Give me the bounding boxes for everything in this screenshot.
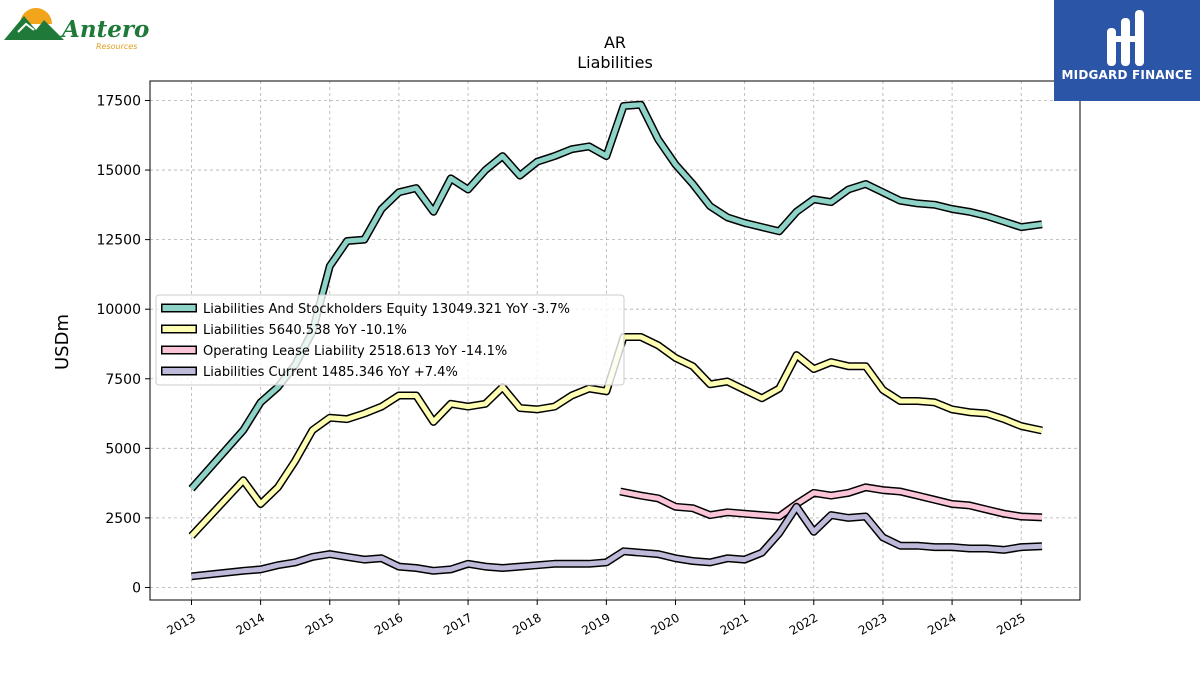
antero-logo-subtitle: Resources — [96, 42, 138, 51]
series-liabilities — [188, 333, 1043, 539]
y-tick-label: 7500 — [105, 372, 141, 388]
x-tick-label: 2023 — [856, 610, 889, 637]
legend-box — [155, 294, 625, 386]
legend-item: Liabilities Current 1485.346 YoY +7.4% — [161, 365, 458, 380]
x-tick-label: 2018 — [510, 610, 543, 637]
plot-frame — [149, 80, 1081, 601]
legend-item: Liabilities 5640.538 YoY -10.1% — [161, 323, 407, 338]
y-tick-label: 2500 — [105, 511, 141, 527]
y-tick-label: 12500 — [96, 233, 141, 249]
x-tick-label: 2015 — [303, 610, 336, 637]
x-tick-label: 2019 — [579, 610, 612, 637]
x-tick-label: 2025 — [994, 610, 1027, 637]
y-tick-label: 0 — [132, 580, 141, 596]
midgard-finance-logo: MIDGARD FINANCE — [1054, 0, 1200, 101]
series-operating-lease-liability — [619, 483, 1043, 522]
series-liabilities-current — [191, 502, 1043, 581]
legend-swatch — [162, 305, 196, 311]
series-line — [189, 334, 1043, 538]
series-line — [619, 484, 1043, 520]
mountain-icon — [4, 8, 64, 40]
y-tick-label: 15000 — [96, 163, 141, 179]
antero-logo: Antero Resources — [4, 2, 154, 54]
x-tick-label: 2020 — [649, 610, 682, 637]
legend-swatch — [162, 326, 196, 332]
legend-swatch — [162, 347, 196, 353]
legend-label: Liabilities 5640.538 YoY -10.1% — [203, 323, 407, 338]
series-line — [189, 102, 1043, 491]
x-tick-label: 2014 — [234, 610, 267, 637]
x-tick-label: 2024 — [925, 610, 958, 637]
legend-label: Liabilities Current 1485.346 YoY +7.4% — [203, 365, 458, 380]
series-outline — [191, 502, 1043, 581]
y-axis-label: USDm — [52, 314, 73, 370]
legend-label: Liabilities And Stockholders Equity 1304… — [203, 302, 570, 317]
x-tick-label: 2022 — [787, 610, 820, 637]
legend-swatch — [162, 368, 196, 374]
x-tick-label: 2017 — [441, 610, 474, 637]
midgard-finance-name: MIDGARD FINANCE — [1061, 68, 1193, 82]
series-liabilities-and-stockholders-equity — [188, 100, 1043, 492]
x-tick-label: 2021 — [718, 610, 751, 637]
y-tick-label: 5000 — [105, 441, 141, 457]
series-lines — [188, 100, 1043, 581]
midgard-monogram-icon — [1107, 10, 1144, 66]
x-axis-ticks: 2013 2014 2015 2016 2017 2018 2019 2020 2021 2022… — [165, 600, 1028, 638]
y-axis-ticks: 0 2500 5000 7500 10000 12500 15000 17500 — [96, 93, 150, 596]
chart-title: AR — [604, 33, 626, 52]
y-tick-label: 10000 — [96, 302, 141, 318]
y-tick-label: 17500 — [96, 93, 141, 109]
legend-item: Liabilities And Stockholders Equity 1304… — [161, 302, 570, 317]
x-tick-label: 2013 — [165, 610, 198, 637]
series-line — [191, 504, 1043, 579]
legend-item: Operating Lease Liability 2518.613 YoY -… — [161, 344, 507, 359]
chart-subtitle: Liabilities — [577, 53, 653, 72]
legend-label: Operating Lease Liability 2518.613 YoY -… — [203, 344, 507, 359]
legend: Liabilities And Stockholders Equity 1304… — [155, 294, 625, 386]
x-tick-label: 2016 — [372, 610, 405, 637]
antero-logo-name: Antero — [62, 16, 150, 43]
